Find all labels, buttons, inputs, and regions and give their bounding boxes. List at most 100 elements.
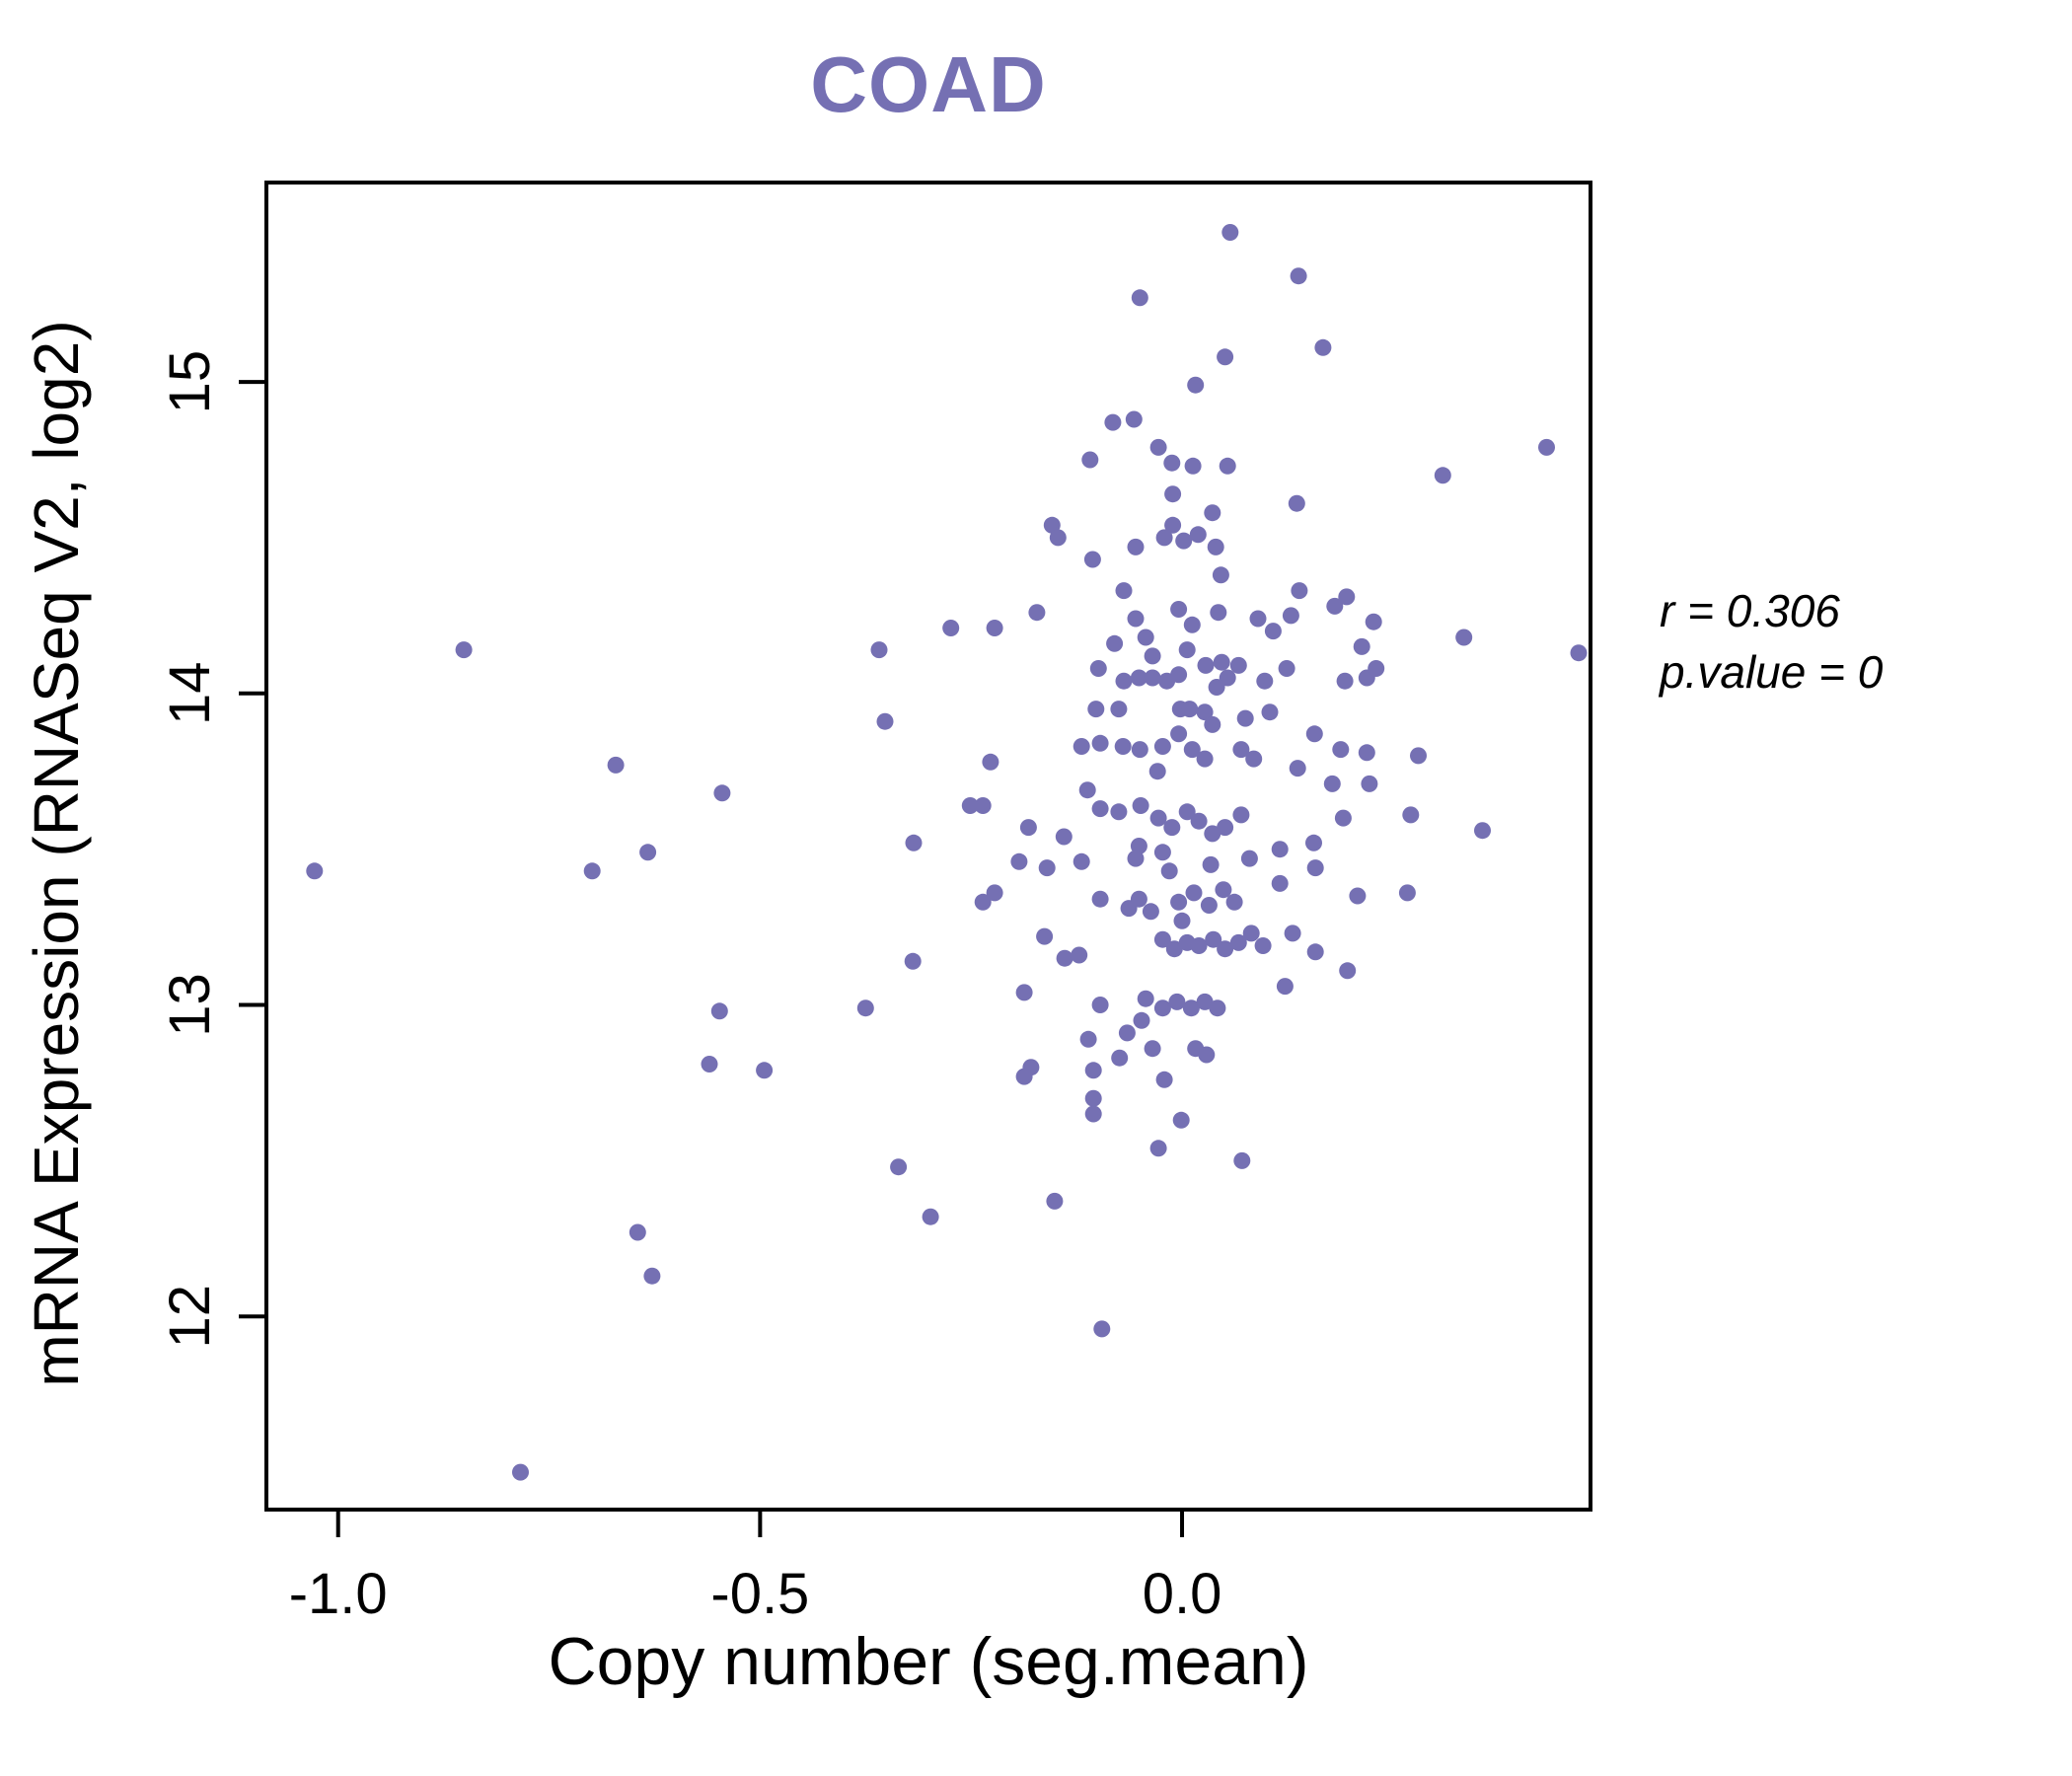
- data-point: [1133, 1011, 1150, 1029]
- data-point: [1155, 1071, 1173, 1088]
- data-point: [1353, 637, 1370, 655]
- data-point: [1183, 741, 1201, 759]
- data-point: [1115, 582, 1133, 600]
- y-tick-label: 15: [158, 350, 222, 414]
- data-point: [1291, 582, 1308, 600]
- data-point: [1189, 526, 1207, 544]
- data-point: [1365, 613, 1382, 630]
- data-point: [1163, 819, 1181, 837]
- data-point: [1164, 485, 1182, 503]
- data-point: [1149, 1140, 1167, 1157]
- data-point: [904, 952, 922, 970]
- data-point: [1306, 859, 1324, 877]
- data-point: [512, 1463, 529, 1481]
- data-point: [1349, 887, 1367, 905]
- data-point: [629, 1223, 646, 1241]
- data-point: [1358, 744, 1375, 762]
- data-point: [1202, 855, 1220, 873]
- data-point: [1144, 669, 1161, 687]
- y-tick-label: 12: [158, 1285, 222, 1349]
- data-point: [1271, 874, 1289, 892]
- data-point: [1336, 672, 1354, 690]
- data-point: [961, 797, 979, 814]
- data-point: [1110, 803, 1128, 821]
- data-point: [1455, 629, 1473, 646]
- data-point: [1091, 890, 1109, 908]
- data-point: [1115, 672, 1133, 690]
- data-point: [1200, 897, 1218, 914]
- data-point: [1278, 660, 1295, 677]
- data-point: [1538, 438, 1555, 456]
- data-point: [1219, 669, 1236, 687]
- data-point: [1217, 819, 1234, 837]
- x-tick-label: -0.5: [710, 1562, 809, 1626]
- data-point: [1570, 644, 1588, 662]
- data-point: [1170, 601, 1188, 618]
- data-point: [1089, 660, 1107, 677]
- data-point: [1332, 741, 1350, 759]
- data-point: [1282, 607, 1299, 625]
- data-point: [455, 641, 473, 659]
- data-point: [1271, 841, 1289, 858]
- data-point: [870, 641, 888, 659]
- data-point: [1172, 1111, 1190, 1129]
- data-point: [1118, 1024, 1136, 1042]
- data-point: [1091, 997, 1109, 1013]
- r-value: = 0.306: [1674, 585, 1840, 636]
- data-point: [1289, 760, 1306, 777]
- data-point: [974, 893, 992, 911]
- data-point: [1261, 703, 1279, 721]
- data-point: [1153, 930, 1171, 948]
- data-point: [1178, 803, 1196, 821]
- data-point: [1185, 884, 1203, 902]
- p-symbol: p.value: [1660, 646, 1807, 698]
- data-point: [1043, 516, 1061, 534]
- data-point: [1290, 267, 1307, 285]
- data-point: [1170, 893, 1188, 911]
- data-point: [1127, 538, 1145, 555]
- data-point: [1036, 927, 1054, 945]
- data-point: [1073, 738, 1090, 755]
- x-tick-label: 0.0: [1143, 1562, 1222, 1626]
- y-tick-label: 14: [158, 662, 222, 726]
- data-point: [1276, 978, 1294, 996]
- data-point: [1229, 933, 1247, 951]
- data-point: [1236, 709, 1254, 727]
- data-point: [1361, 775, 1378, 792]
- data-point: [1164, 516, 1182, 534]
- data-point: [1015, 1068, 1033, 1085]
- data-point: [1130, 890, 1147, 908]
- data-point: [1249, 610, 1267, 628]
- data-point: [1127, 850, 1145, 867]
- data-point: [1028, 604, 1046, 622]
- data-point: [1160, 862, 1178, 880]
- data-point: [1137, 990, 1154, 1007]
- data-point: [1127, 610, 1145, 628]
- data-point: [1334, 809, 1352, 827]
- data-point: [942, 620, 960, 636]
- data-point: [1402, 806, 1420, 824]
- data-point: [1106, 634, 1124, 652]
- data-point: [1221, 224, 1239, 241]
- data-point: [1181, 701, 1199, 718]
- data-point: [1131, 741, 1148, 759]
- data-point: [986, 620, 1003, 636]
- data-point: [1163, 454, 1181, 472]
- data-point: [1170, 666, 1188, 684]
- data-point: [1305, 725, 1323, 743]
- data-point: [1213, 653, 1230, 671]
- data-point: [1083, 551, 1101, 568]
- data-point: [1153, 999, 1171, 1017]
- data-point: [1153, 738, 1171, 755]
- data-point: [306, 862, 324, 880]
- data-point: [1111, 1049, 1129, 1067]
- data-point: [1049, 529, 1067, 547]
- data-point: [1233, 1151, 1251, 1169]
- data-point: [1131, 289, 1148, 307]
- data-point: [1125, 410, 1143, 428]
- data-point: [1175, 532, 1193, 550]
- data-point: [713, 784, 731, 802]
- data-point: [1410, 747, 1427, 765]
- data-point: [1339, 962, 1357, 980]
